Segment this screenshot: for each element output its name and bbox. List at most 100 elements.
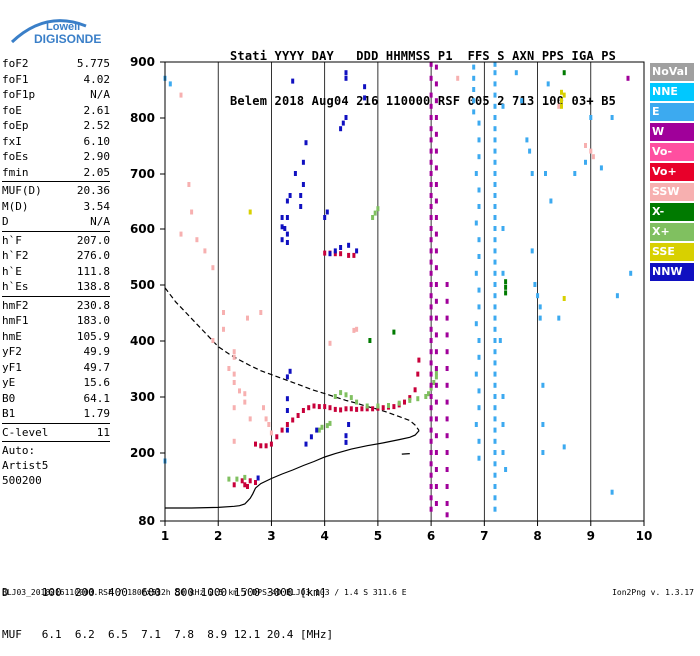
param-row: hmE 105.9 xyxy=(2,329,110,345)
muf-table: D 100 200 400 600 800 1000 1500 3000 [km… xyxy=(2,558,333,656)
echo-point xyxy=(434,98,438,104)
param-value: 3.54 xyxy=(83,199,111,213)
y-tick-label: 600 xyxy=(130,222,155,236)
echo-point xyxy=(472,109,476,115)
echo-point xyxy=(429,137,433,143)
param-separator xyxy=(2,230,110,232)
param-row: h`Es 138.8 xyxy=(2,279,110,295)
param-value: 276.0 xyxy=(76,249,110,262)
echo-point xyxy=(285,231,289,237)
y-tick-label: 500 xyxy=(130,278,155,292)
echo-point xyxy=(493,126,497,132)
x-tick-label: 9 xyxy=(587,529,595,543)
echo-point xyxy=(368,338,372,343)
echo-point xyxy=(352,327,356,333)
echo-point xyxy=(434,484,438,489)
echo-point xyxy=(474,270,478,276)
echo-point xyxy=(493,148,497,154)
echo-point xyxy=(477,287,481,293)
param-row: h`F 207.0 xyxy=(2,233,110,249)
echo-point xyxy=(434,115,438,120)
echo-point xyxy=(429,204,433,209)
echo-point xyxy=(429,427,433,433)
echo-point xyxy=(477,137,481,143)
echo-point xyxy=(493,338,497,343)
param-note: Artist5 xyxy=(2,459,49,472)
echo-point xyxy=(429,282,433,287)
echo-point xyxy=(424,394,428,399)
echo-point xyxy=(445,512,449,518)
param-name: yF1 xyxy=(2,360,22,374)
profile-solid-curve xyxy=(165,430,420,509)
echo-point xyxy=(544,171,547,176)
param-name: D xyxy=(2,215,9,228)
echo-point xyxy=(530,171,534,176)
echo-point xyxy=(429,171,433,176)
echo-point xyxy=(190,209,194,215)
echo-point xyxy=(429,215,433,220)
param-name: h`Es xyxy=(2,280,29,293)
echo-point xyxy=(434,399,438,405)
param-row: foF2 5.775 xyxy=(2,56,110,72)
echo-point xyxy=(280,427,284,433)
y-tick-label: 200 xyxy=(130,446,155,460)
echo-point xyxy=(285,240,289,245)
echo-point xyxy=(397,400,401,406)
param-value: 11 xyxy=(96,425,110,439)
echo-point xyxy=(493,416,497,422)
x-tick-label: 6 xyxy=(427,529,435,543)
echo-point xyxy=(591,154,595,160)
header-line1: Stati YYYY DAY DDD HHMMSS P1 FFS S AXN P… xyxy=(230,49,617,63)
echo-point xyxy=(429,450,433,455)
y-tick-label: 700 xyxy=(130,167,155,181)
echo-point xyxy=(307,405,311,411)
echo-point xyxy=(615,293,619,299)
echo-point xyxy=(474,371,478,377)
echo-point xyxy=(493,506,497,512)
echo-point xyxy=(504,290,508,296)
echo-point xyxy=(315,427,319,433)
echo-point xyxy=(222,326,225,332)
echo-point xyxy=(501,422,505,427)
echo-point xyxy=(477,405,481,411)
param-name: foF2 xyxy=(2,57,29,70)
echo-point xyxy=(504,284,508,290)
echo-point xyxy=(264,443,268,449)
echo-point xyxy=(472,98,476,104)
echo-point xyxy=(416,396,420,402)
echo-point xyxy=(493,484,497,489)
echo-point xyxy=(232,380,236,385)
echo-point xyxy=(429,506,433,512)
echo-point xyxy=(320,424,324,430)
echo-point xyxy=(355,399,359,405)
echo-point xyxy=(445,349,449,355)
x-tick-label: 3 xyxy=(267,529,275,543)
echo-point xyxy=(434,382,438,388)
echo-point xyxy=(562,444,566,450)
echo-point xyxy=(296,413,300,418)
echo-point xyxy=(445,282,449,287)
echo-point xyxy=(416,371,420,377)
echo-point xyxy=(429,461,433,467)
echo-point xyxy=(429,438,433,444)
echo-point xyxy=(445,484,449,489)
param-row: foE 2.61 xyxy=(2,103,110,119)
echo-point xyxy=(477,187,481,193)
echo-point xyxy=(243,474,247,480)
echo-point xyxy=(288,368,292,374)
logo-arc xyxy=(10,19,87,44)
param-value: 183.0 xyxy=(76,314,110,327)
echo-point xyxy=(525,137,529,143)
echo-point xyxy=(445,298,449,304)
echo-point xyxy=(434,215,438,220)
legend-item: SSE xyxy=(650,243,694,261)
param-name: fxI xyxy=(2,134,22,148)
echo-point xyxy=(493,461,497,467)
echo-point xyxy=(493,326,497,332)
param-value: 15.6 xyxy=(83,376,111,389)
echo-point xyxy=(434,282,438,287)
chart-grid xyxy=(217,62,592,521)
param-separator xyxy=(2,422,110,424)
echo-point xyxy=(456,75,460,81)
echo-point xyxy=(243,391,247,397)
